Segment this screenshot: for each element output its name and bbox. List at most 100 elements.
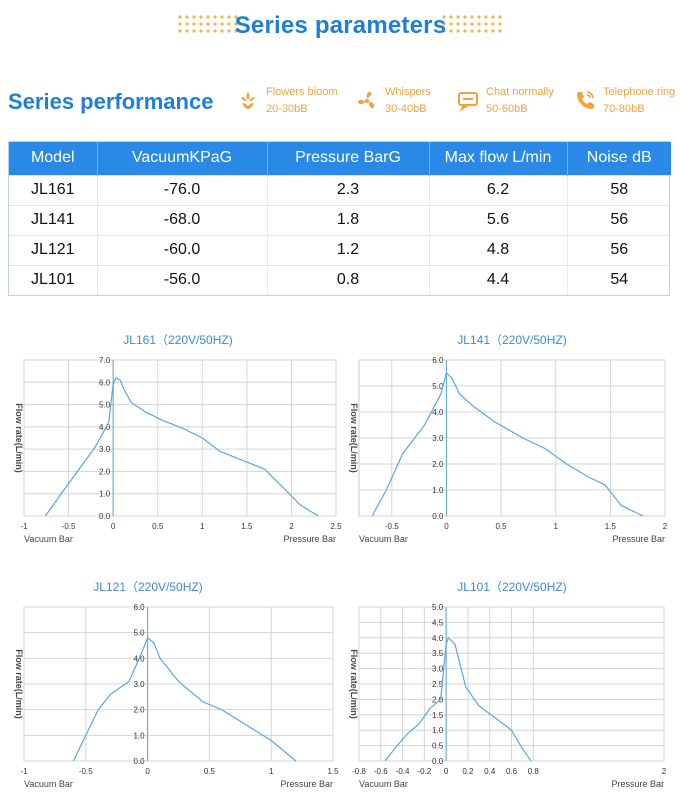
y-axis-label: Flow rate(L/min) xyxy=(349,403,359,473)
table-cell: JL141 xyxy=(9,204,98,235)
y-tick-label: 3.0 xyxy=(432,434,444,443)
column-header: Noise dB xyxy=(567,142,671,175)
y-tick-label: 2.0 xyxy=(432,460,444,469)
y-tick-label: 0.0 xyxy=(432,757,444,766)
legend-label: Flowers bloom xyxy=(266,86,338,98)
y-tick-label: 1.5 xyxy=(432,711,444,720)
chart-title: JL141（220V/50HZ) xyxy=(457,333,566,347)
x-tick-label: -0.8 xyxy=(352,767,366,776)
table-row: JL141 -68.0 1.8 5.6 56 xyxy=(9,204,671,235)
x-tick-label: -0.5 xyxy=(62,522,76,531)
chart-title: JL121（220V/50HZ) xyxy=(93,580,202,594)
y-tick-label: 0.5 xyxy=(432,742,444,751)
series-line xyxy=(384,637,532,762)
x-tick-label: 0.6 xyxy=(506,767,518,776)
y-tick-label: 7.0 xyxy=(99,356,111,365)
y-tick-label: 3.5 xyxy=(432,649,444,658)
y-tick-label: 3.0 xyxy=(133,680,145,689)
table-cell: JL161 xyxy=(9,174,98,205)
chart-svg: JL161（220V/50HZ) 0.0 1.0 2.0 3.0 4.0 5.0 6.0 7.0… xyxy=(14,333,342,544)
y-tick-label: 5.0 xyxy=(133,629,145,638)
header-dots-right xyxy=(440,12,504,38)
y-tick-label: 5.0 xyxy=(432,382,444,391)
plot-frame xyxy=(23,359,337,517)
x-tick-label: -0.6 xyxy=(374,767,388,776)
table-cell: 1.8 xyxy=(267,204,430,235)
x-axis-caption-right: Pressure Bar xyxy=(283,534,336,544)
legend-range: 70-80bB xyxy=(603,103,645,115)
table-cell: -76.0 xyxy=(97,174,268,205)
y-tick-label: 3.0 xyxy=(99,445,111,454)
chart-svg: JL121（220V/50HZ)0.01.02.03.04.05.06.0-1-… xyxy=(14,580,339,789)
flower-icon xyxy=(241,92,255,109)
performance-title: Series performance xyxy=(8,89,214,114)
x-axis-caption-left: Vacuum Bar xyxy=(359,534,408,544)
chart-title: JL101（220V/50HZ) xyxy=(457,580,566,594)
x-tick-label: -0.5 xyxy=(385,522,399,531)
legend-label: Chat normally xyxy=(486,86,554,98)
x-tick-label: 1 xyxy=(200,522,205,531)
x-tick-label: 1.5 xyxy=(327,767,339,776)
x-tick-label: 0.2 xyxy=(462,767,474,776)
page-title: Series parameters xyxy=(234,12,447,39)
x-tick-label: 2 xyxy=(662,767,667,776)
column-header: VacuumKPaG xyxy=(97,142,268,175)
y-tick-label: 4.0 xyxy=(432,408,444,417)
phone-icon xyxy=(577,91,594,109)
header-dots-left xyxy=(176,12,240,38)
chart-svg: JL141（220V/50HZ) 0.0 1.0 2.0 3.0 4.0 5.0 6.0 -0.… xyxy=(349,333,668,544)
y-tick-label: 4.0 xyxy=(99,423,111,432)
x-tick-label: 1.5 xyxy=(605,522,617,531)
y-tick-label: 4.5 xyxy=(432,618,444,627)
page-header: Series parameters xyxy=(0,0,681,56)
x-tick-label: -0.4 xyxy=(396,767,410,776)
y-tick-label: 6.0 xyxy=(133,603,145,612)
x-axis-caption-left: Vacuum Bar xyxy=(24,534,73,544)
y-tick-label: 2.5 xyxy=(432,680,444,689)
dots-left-decoration xyxy=(178,15,238,33)
y-axis-label: Flow rate(L/min) xyxy=(14,403,24,473)
x-tick-label: 0.5 xyxy=(204,767,216,776)
table-row: JL121 -60.0 1.2 4.8 56 xyxy=(9,234,671,265)
table-cell: 56 xyxy=(567,234,671,265)
series-line xyxy=(72,637,297,762)
series-line xyxy=(44,377,319,517)
legend-label: Telephone ring xyxy=(603,86,676,98)
x-tick-label: -1 xyxy=(20,522,28,531)
table-cell: -68.0 xyxy=(97,204,268,235)
column-header: Max flow L/min xyxy=(429,142,568,175)
series-line xyxy=(371,372,644,517)
x-tick-label: 0.5 xyxy=(496,522,508,531)
x-axis-caption-right: Pressure Bar xyxy=(611,779,664,789)
x-tick-label: 0.8 xyxy=(528,767,540,776)
table-cell: 54 xyxy=(567,264,671,295)
y-tick-label: 3.0 xyxy=(432,665,444,674)
y-tick-label: 2.0 xyxy=(99,467,111,476)
x-tick-label: -1 xyxy=(20,767,28,776)
chart-jl101: JL101（220V/50HZ) 0.0 0.5 1.0 1.5 2.0 2.5 3.0 3.5… xyxy=(340,575,680,795)
column-header: Pressure BarG xyxy=(267,142,430,175)
table-cell: 5.6 xyxy=(429,204,568,235)
x-tick-label: 0.5 xyxy=(152,522,164,531)
table-cell: JL121 xyxy=(9,234,98,265)
y-tick-label: 0.0 xyxy=(432,512,444,521)
x-tick-label: 0 xyxy=(444,522,449,531)
table-cell: 1.2 xyxy=(267,234,430,265)
table-cell: -56.0 xyxy=(97,264,268,295)
table-row: JL101 -56.0 0.8 4.4 54 xyxy=(9,264,671,295)
table-cell: 2.3 xyxy=(267,174,430,205)
legend-range: 50-60bB xyxy=(486,103,528,115)
x-tick-label: 0 xyxy=(444,767,449,776)
table-cell: 56 xyxy=(567,204,671,235)
table-cell: 4.4 xyxy=(429,264,568,295)
legend-range: 20-30bB xyxy=(266,103,308,115)
table-header-row: Model VacuumKPaG Pressure BarG Max flow … xyxy=(9,142,671,175)
x-axis-caption-right: Pressure Bar xyxy=(280,779,333,789)
y-tick-label: 2.0 xyxy=(133,706,145,715)
y-axis-label: Flow rate(L/min) xyxy=(14,649,24,719)
table-cell: 58 xyxy=(567,174,671,205)
x-tick-label: 0 xyxy=(145,767,150,776)
chart-title: JL161（220V/50HZ) xyxy=(123,333,232,347)
chart-jl161: JL161（220V/50HZ) 0.0 1.0 2.0 3.0 4.0 5.0 6.0 7.0… xyxy=(0,328,342,548)
fan-icon xyxy=(358,92,375,108)
